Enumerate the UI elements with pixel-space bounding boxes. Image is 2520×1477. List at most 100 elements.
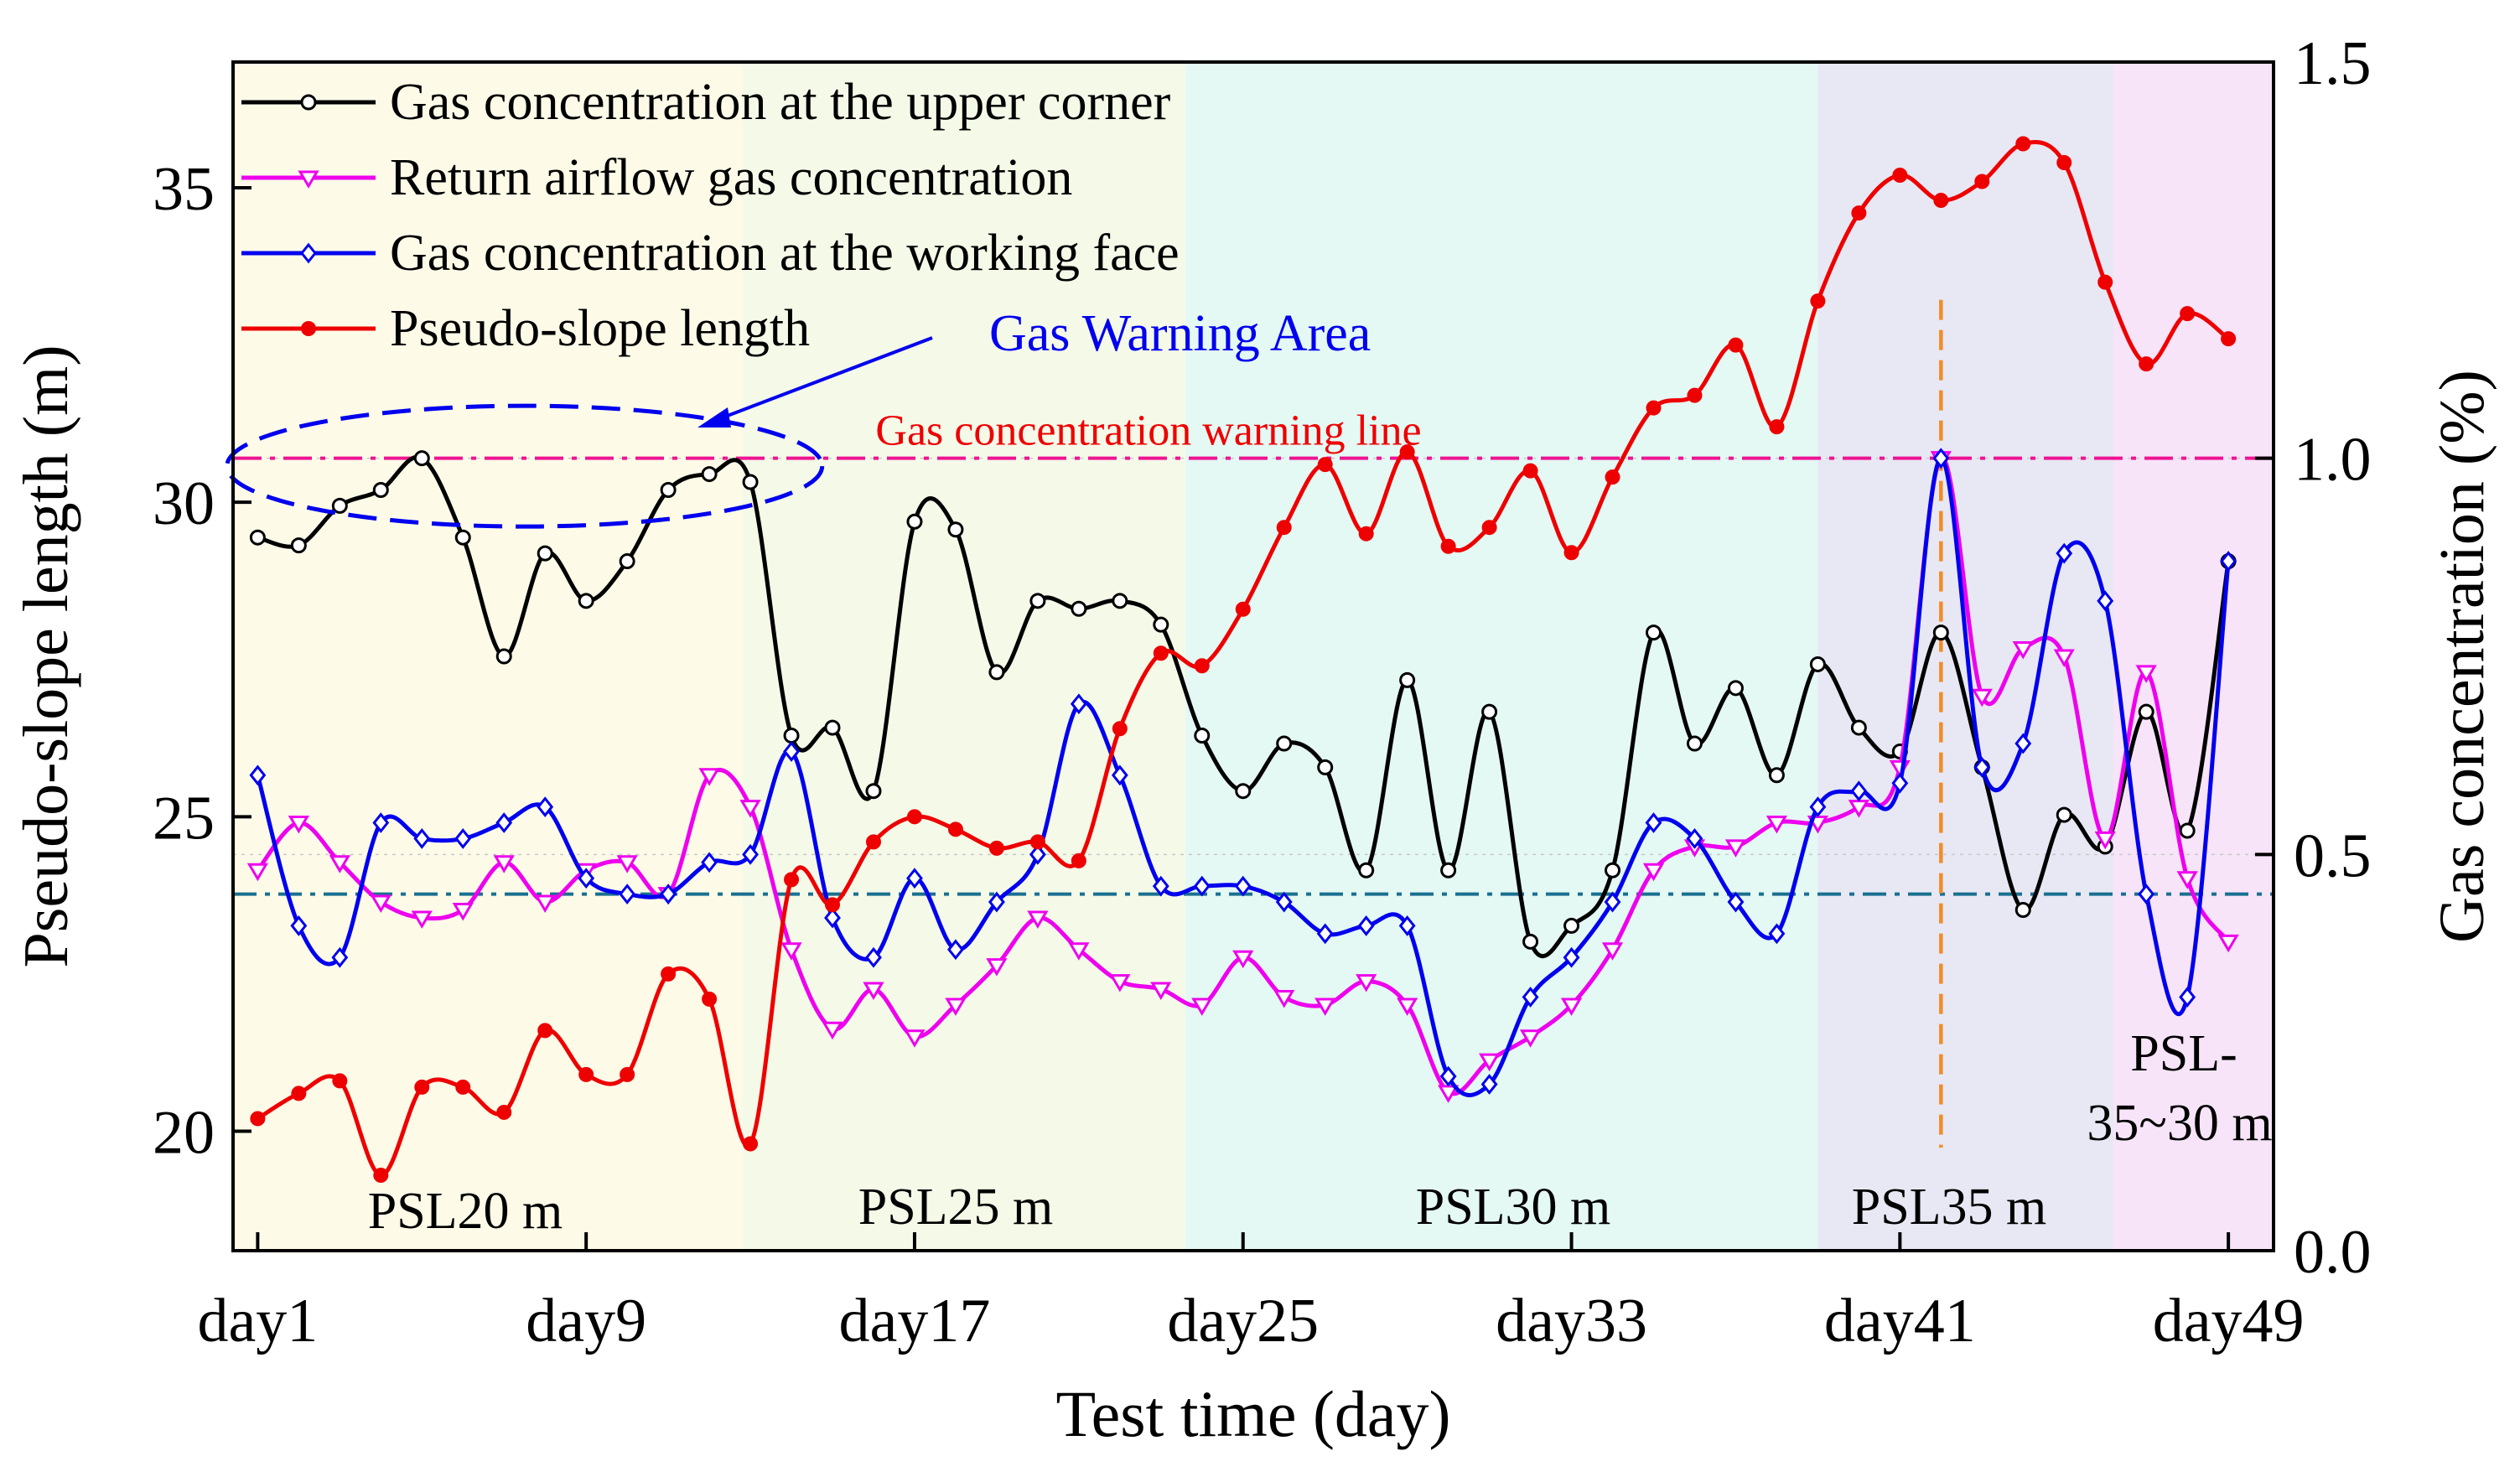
right-y-tick-label: 1.5 [2294,29,2372,98]
pseudo-slope-length-point [291,1086,307,1101]
left-y-tick-label: 35 [153,155,215,224]
upper-corner-point [1194,728,1211,744]
upper-corner-point [1112,593,1128,609]
legend-marker [300,242,317,264]
zone-labels: PSL20 m PSL25 m PSL30 m PSL35 m PSL- 35~30 m [368,1025,2273,1240]
return-airflow-point [1314,998,1336,1016]
zones [233,62,2274,1251]
upper-corner-point [1235,783,1252,800]
return-airflow-point [329,855,350,873]
return-airflow-point [863,982,884,1000]
working-face-point [1932,448,1950,469]
legend: Gas concentration at the upper corner Ret… [241,74,1180,357]
working-face-point [1357,915,1375,936]
upper-corner-point [495,648,512,665]
pseudo-slope-length-point [661,966,677,982]
upper-corner-point [1522,933,1539,950]
pseudo-slope-length-point [865,834,881,850]
upper-corner-point [947,521,964,538]
pseudo-slope-length-point [2015,136,2031,152]
working-face-point [290,915,308,936]
pseudo-slope-length-point [496,1104,512,1120]
pseudo-slope-length-point [2097,274,2113,290]
upper-corner-point [1153,616,1169,633]
legend-marker [298,170,319,189]
x-tick-label: day9 [526,1287,646,1355]
upper-corner-point [1686,735,1703,752]
working-face-point [1850,780,1868,802]
left-y-tick-label: 25 [153,784,215,853]
pseudo-slope-length-point [332,1073,348,1089]
series-pseudo-slope-length [250,136,2237,1183]
upper-corner-point [824,719,841,736]
upper-corner-point [1071,600,1087,617]
return-airflow-point [1519,1029,1542,1048]
return-airflow-point [1109,974,1131,992]
right-y-tick-label: 0.0 [2294,1218,2372,1287]
return-airflow-point [1971,688,1993,707]
zone-label-5-line2: 35~30 m [2087,1095,2272,1152]
pseudo-slope-length-point [1522,463,1538,479]
zone-1 [233,62,743,1251]
upper-corner-point [865,783,882,800]
upper-corner-point [742,474,759,490]
left-axis-title: Pseudo-slope length (m) [11,345,81,967]
working-face-point [2138,884,2155,905]
upper-corner-point [619,553,635,570]
pseudo-slope-length-point [1481,520,1497,536]
x-axis-title: Test time (day) [1055,1377,1450,1450]
working-face-point [578,868,595,889]
upper-corner-point [1605,862,1621,878]
working-face-point [1686,828,1703,849]
working-face-point [1563,946,1580,968]
pseudo-slope-length-point [620,1066,635,1082]
pseudo-slope-length-point [1892,168,1908,184]
working-face-point [1029,843,1046,865]
pseudo-slope-length-point [2221,331,2237,347]
return-airflow-point [288,816,309,834]
return-airflow-point [2135,665,2157,683]
return-airflow-point [2094,831,2116,850]
working-face-point [2220,551,2237,572]
return-airflow-point [739,800,761,818]
pseudo-slope-length-point [1317,457,1333,473]
x-tick-label: day25 [1167,1287,1319,1355]
upper-corner-point [537,545,553,562]
working-face-point [865,946,882,968]
right-axis-title: Gas concentration (%) [2427,370,2497,943]
working-face-point [701,852,718,873]
working-face-point [1152,875,1169,897]
legend-marker [300,94,317,111]
pseudo-slope-length-point [414,1079,430,1095]
working-face-point [906,868,923,889]
upper-corner-point [2056,806,2072,823]
return-airflow-point [2217,934,2239,953]
pseudo-slope-length-point [1933,193,1949,209]
working-face-point [1275,891,1293,913]
working-face-point [413,828,431,849]
reference-lines: Gas concentration warning line [233,299,2274,1148]
working-face-point [1604,891,1621,913]
working-face-point [2097,590,2114,612]
upper-corner-point [1932,624,1949,641]
pseudo-slope-length-point [743,1136,759,1152]
warning-ellipse [225,403,825,529]
upper-corner-point [413,450,430,467]
x-tick-label: day17 [839,1287,991,1355]
pseudo-slope-length-point [988,840,1004,856]
upper-corner-point [1399,671,1416,688]
return-airflow-point [493,855,515,873]
warning-line-label: Gas concentration warning line [875,407,1421,455]
pseudo-slope-length-point [1029,834,1045,850]
pseudo-slope-length-point [1071,853,1086,868]
upper-corner-point [2138,703,2154,720]
upper-corner-point [1276,735,1293,752]
upper-corner-point [701,466,718,483]
pseudo-slope-length-point [1646,400,1662,416]
upper-corner-point [1563,917,1580,934]
upper-corner-point [1481,703,1498,720]
x-tick-label: day33 [1496,1287,1647,1355]
return-airflow-point [1150,982,1172,1000]
return-airflow-point [1724,839,1747,858]
return-airflow-point [1601,942,1624,961]
